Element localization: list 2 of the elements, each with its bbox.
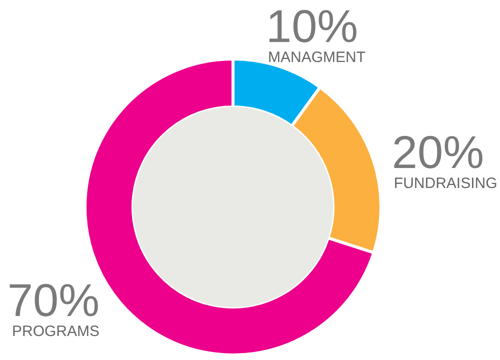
slice-label: MANAGMENT: [268, 49, 366, 66]
data-label: 10%: [266, 0, 358, 52]
